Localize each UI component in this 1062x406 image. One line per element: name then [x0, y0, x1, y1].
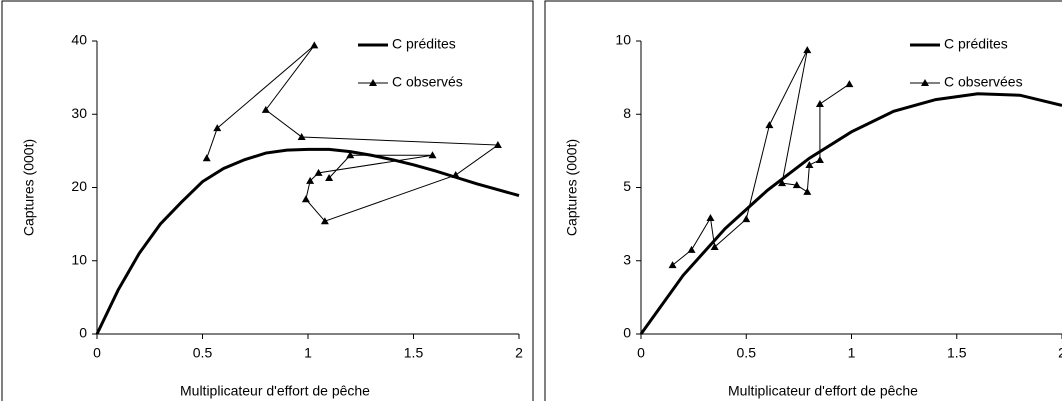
x-tick-label: 1 [848, 345, 856, 361]
predicted-line [639, 92, 1062, 335]
triangle-marker [310, 41, 319, 49]
triangle-marker [687, 245, 696, 253]
y-tick-label: 0 [623, 325, 631, 341]
y-tick-label: 8 [623, 105, 631, 121]
y-tick-label: 20 [71, 178, 87, 194]
triangle-marker [261, 105, 270, 113]
triangle-marker [803, 187, 812, 195]
y-tick-label: 5 [623, 178, 631, 194]
triangle-marker [815, 99, 824, 107]
x-tick-label: 2 [515, 345, 523, 361]
triangle-marker [765, 121, 774, 129]
y-axis-label: Captures (000t) [21, 139, 37, 236]
legend-label: C prédites [944, 36, 1008, 52]
x-tick-label: 1.5 [947, 345, 967, 361]
x-tick-label: 1.5 [404, 345, 424, 361]
triangle-marker [778, 179, 787, 187]
y-tick-label: 40 [71, 32, 87, 48]
y-tick-label: 10 [615, 32, 631, 48]
x-tick-label: 0.5 [193, 345, 213, 361]
y-tick-label: 10 [71, 251, 87, 267]
triangle-marker [742, 215, 751, 223]
triangle-marker [202, 154, 211, 162]
triangle-marker [710, 242, 719, 250]
chart-border [544, 0, 1062, 406]
triangle-marker [815, 155, 824, 163]
triangle-marker [803, 46, 812, 54]
chart-border [1, 0, 534, 406]
y-tick-label: 3 [623, 251, 631, 267]
triangle-marker [213, 124, 222, 132]
triangle-marker [451, 171, 460, 179]
triangle-marker [845, 80, 854, 88]
triangle-marker [792, 181, 801, 189]
triangle-marker [346, 151, 355, 159]
legend-label: C observés [392, 74, 463, 90]
triangle-marker [306, 176, 315, 184]
y-tick-label: 30 [71, 105, 87, 121]
legend-marker [921, 79, 929, 86]
triangle-marker [320, 217, 329, 225]
x-axis-label: Multiplicateur d'effort de pêche [180, 383, 370, 399]
legend-label: C prédites [392, 36, 456, 52]
triangle-marker [314, 168, 323, 176]
y-tick-label: 0 [79, 325, 87, 341]
x-tick-label: 0 [637, 345, 645, 361]
x-axis-label: Multiplicateur d'effort de pêche [728, 383, 918, 399]
triangle-marker [428, 151, 437, 159]
observed-line [672, 49, 850, 266]
observed-line [206, 45, 500, 222]
x-tick-label: 0 [93, 345, 101, 361]
triangle-marker [805, 160, 814, 168]
x-tick-label: 2 [1058, 345, 1062, 361]
legend-marker [369, 79, 377, 86]
triangle-marker [668, 261, 677, 269]
x-tick-label: 0.5 [737, 345, 757, 361]
legend-label: C observées [944, 74, 1023, 90]
triangle-marker [325, 173, 334, 181]
triangle-marker [301, 195, 310, 203]
y-axis-label: Captures (000t) [564, 139, 580, 236]
triangle-marker [493, 141, 502, 149]
x-tick-label: 1 [304, 345, 312, 361]
triangle-marker [706, 213, 715, 221]
triangle-marker [297, 132, 306, 140]
predicted-line [95, 147, 520, 335]
